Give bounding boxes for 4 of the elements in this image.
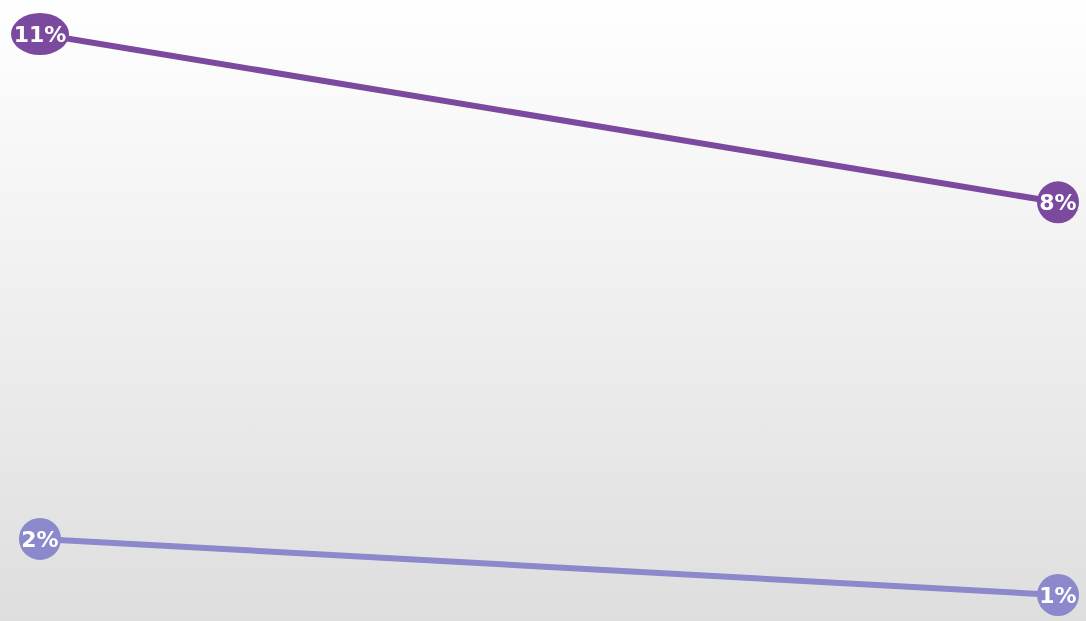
data-label: 8% xyxy=(1039,190,1077,216)
data-label: 1% xyxy=(1039,582,1077,608)
data-label: 2% xyxy=(21,526,59,552)
data-label: 11% xyxy=(13,21,67,47)
